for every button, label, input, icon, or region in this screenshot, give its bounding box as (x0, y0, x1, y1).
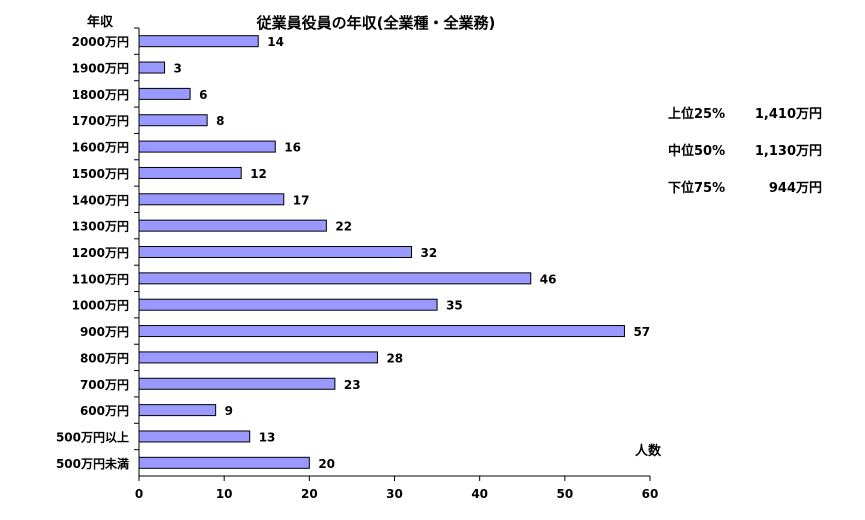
bar (138, 219, 327, 232)
category-label: 1100万円 (72, 272, 129, 286)
x-axis-label: 人数 (635, 443, 662, 459)
data-label: 6 (199, 88, 207, 102)
data-label: 28 (386, 351, 403, 365)
data-label: 8 (216, 114, 224, 128)
category-label: 1400万円 (72, 193, 129, 207)
category-label: 500万円未満 (56, 456, 129, 471)
stat-label: 下位75% (668, 181, 726, 196)
bar (138, 166, 242, 179)
bar (138, 404, 217, 417)
data-label: 3 (174, 62, 182, 76)
bar (138, 298, 438, 311)
category-label: 1000万円 (72, 299, 129, 313)
bar (138, 325, 625, 338)
bar (138, 140, 276, 153)
bars-layer: 14 3 68 16 12 17 22 32 46 35 57 28 23 9 13 20 (138, 35, 650, 471)
data-label: 13 (259, 430, 276, 444)
stat-value: 1,130万円 (754, 144, 822, 159)
bar (138, 351, 378, 364)
x-tick-label: 0 (135, 487, 143, 501)
category-label: 500万円以上 (56, 429, 129, 444)
stat-label: 上位25% (668, 107, 726, 122)
data-label: 46 (540, 272, 557, 286)
category-label: 2000万円 (72, 35, 129, 49)
bar (138, 114, 208, 127)
stat-value: 944万円 (768, 181, 822, 196)
x-tick-label: 50 (556, 487, 573, 501)
bar (138, 377, 336, 390)
category-label: 1300万円 (72, 220, 129, 234)
category-label: 1800万円 (72, 88, 129, 102)
x-tick-label: 20 (301, 487, 318, 501)
bar (138, 35, 259, 48)
data-label: 32 (421, 246, 438, 260)
data-label: 9 (225, 404, 233, 418)
y-axis-label: 年収 (87, 14, 114, 30)
bar (138, 456, 310, 469)
x-tick-label: 10 (216, 487, 233, 501)
category-label: 1500万円 (72, 167, 129, 181)
data-label: 12 (250, 167, 267, 181)
x-tick-label: 30 (386, 487, 403, 501)
data-label: 14 (267, 35, 284, 49)
category-label: 900万円 (80, 325, 129, 339)
x-tick-label: 40 (471, 487, 488, 501)
stat-label: 中位50% (668, 144, 726, 159)
data-label: 23 (344, 378, 361, 392)
category-label: 1900万円 (72, 62, 129, 76)
bar (138, 193, 285, 206)
data-label: 22 (335, 220, 352, 234)
bar (138, 246, 413, 258)
category-label: 700万円 (80, 378, 129, 392)
data-label: 16 (284, 141, 301, 155)
category-label: 1600万円 (72, 141, 129, 155)
bar (138, 87, 191, 100)
x-tick-label: 60 (642, 487, 659, 501)
bar (138, 272, 532, 285)
category-label: 800万円 (80, 351, 129, 365)
stat-value: 1,410万円 (754, 107, 822, 122)
axis-layer: 2000万円 1900万円 1800万円 1700万円 1600万円 1500万円 1400… (56, 27, 659, 501)
data-label: 20 (318, 457, 335, 471)
bar (138, 61, 166, 74)
category-label: 1700万円 (72, 114, 129, 128)
bar (138, 430, 251, 443)
data-label: 57 (633, 325, 650, 339)
category-label: 600万円 (80, 404, 129, 418)
data-label: 17 (293, 193, 310, 207)
category-label: 1200万円 (72, 246, 129, 260)
chart-title: 従業員役員の年収(全業種・全業務) (256, 14, 496, 32)
data-label: 35 (446, 299, 463, 313)
